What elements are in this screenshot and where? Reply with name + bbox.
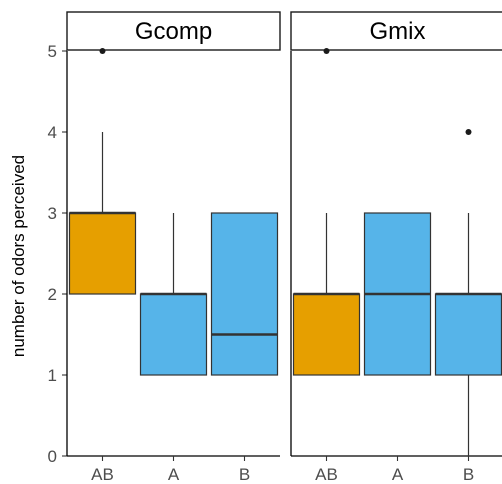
x-tick-label: B	[463, 465, 474, 484]
y-tick-label: 5	[48, 42, 57, 61]
facet-strip-label: Gmix	[370, 18, 426, 45]
x-tick-label: B	[239, 465, 250, 484]
box-ab	[292, 293, 361, 376]
x-tick-label: A	[168, 465, 180, 484]
x-tick-label: AB	[315, 465, 338, 484]
facet-strip-gcomp	[66, 11, 281, 51]
y-tick-label: 0	[48, 447, 57, 466]
y-tick-label: 3	[48, 204, 57, 223]
box-ab	[68, 212, 137, 295]
outlier-point	[323, 48, 330, 54]
box-a	[139, 293, 208, 376]
x-tick-label: AB	[91, 465, 114, 484]
y-axis-title: number of odors perceived	[9, 155, 28, 357]
x-tick-label: A	[392, 465, 404, 484]
box-b	[434, 293, 502, 376]
outlier-point	[465, 129, 472, 135]
y-tick-label: 1	[48, 366, 57, 385]
facet-strip-label: Gcomp	[135, 18, 212, 45]
y-tick-label: 2	[48, 285, 57, 304]
facet-strip-gmix	[290, 11, 502, 51]
outlier-point	[99, 48, 106, 54]
y-tick-label: 4	[48, 123, 57, 142]
box-b	[210, 212, 279, 376]
y-axis-title-group: number of odors perceived	[9, 155, 28, 357]
